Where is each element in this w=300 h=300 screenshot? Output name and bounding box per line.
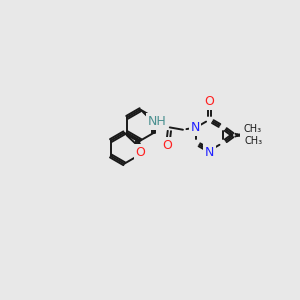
Text: O: O [162,139,172,152]
Text: O: O [136,146,146,159]
Text: CH₃: CH₃ [243,124,261,134]
Text: N: N [205,146,214,159]
Text: S: S [242,129,250,142]
Text: N: N [190,121,200,134]
Text: NH: NH [147,115,166,128]
Text: O: O [205,95,214,108]
Text: CH₃: CH₃ [244,136,262,146]
